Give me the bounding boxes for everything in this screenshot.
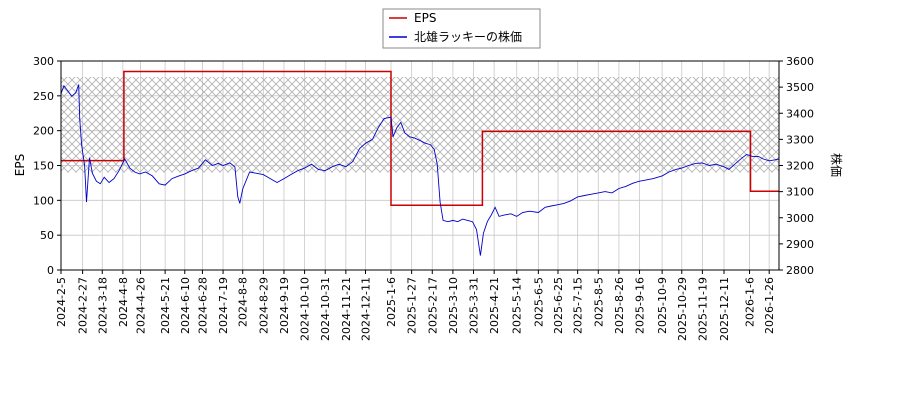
x-tick-label: 2025-3-10 <box>447 277 460 334</box>
x-tick-label: 2025-7-15 <box>572 277 585 334</box>
left-tick-label: 0 <box>47 264 54 277</box>
left-tick-label: 200 <box>33 125 54 138</box>
x-tick-label: 2025-8-26 <box>613 277 626 334</box>
x-tick-label: 2025-2-17 <box>426 277 439 334</box>
right-tick-label: 3400 <box>786 107 814 120</box>
x-tick-label: 2024-5-21 <box>159 277 172 334</box>
right-tick-label: 2800 <box>786 264 814 277</box>
x-tick-label: 2025-6-25 <box>552 277 565 334</box>
x-tick-label: 2024-4-8 <box>117 277 130 327</box>
x-tick-label: 2025-1-6 <box>385 277 398 327</box>
right-axis: 2800 2900 3000 3100 3200 3300 3400 3500 3600 <box>779 55 814 277</box>
x-tick-label: 2024-8-8 <box>237 277 250 327</box>
x-tick-label: 2025-1-27 <box>406 277 419 334</box>
legend-box <box>382 8 541 49</box>
left-tick-label: 250 <box>33 90 54 103</box>
left-tick-label: 150 <box>33 160 54 173</box>
right-tick-label: 3500 <box>786 81 814 94</box>
right-tick-label: 3100 <box>786 186 814 199</box>
x-tick-label: 2025-5-14 <box>511 277 524 334</box>
right-tick-label: 3000 <box>786 212 814 225</box>
x-tick-label: 2024-2-5 <box>55 277 68 327</box>
x-tick-label: 2025-4-21 <box>488 277 501 334</box>
x-tick-label: 2024-2-27 <box>77 277 90 334</box>
x-axis: 2024-2-5 2024-2-27 2024-3-18 2024-4-8 2024-4… <box>55 270 776 341</box>
left-tick-label: 300 <box>33 55 54 68</box>
x-tick-label: 2025-3-31 <box>468 277 481 334</box>
x-tick-label: 2025-12-11 <box>718 277 731 341</box>
left-tick-label: 50 <box>40 229 54 242</box>
legend-label-price: 北雄ラッキーの株価 <box>414 29 522 44</box>
x-tick-label: 2024-11-21 <box>340 277 353 341</box>
x-tick-label: 2025-6-5 <box>532 277 545 327</box>
series-lines <box>61 70 779 256</box>
right-tick-label: 3200 <box>786 160 814 173</box>
x-tick-label: 2024-10-31 <box>319 277 332 341</box>
x-tick-label: 2024-3-18 <box>96 277 109 334</box>
x-tick-label: 2025-10-29 <box>676 277 689 341</box>
x-tick-label: 2024-6-28 <box>196 277 209 334</box>
x-tick-label: 2025-8-5 <box>592 277 605 327</box>
x-tick-label: 2024-6-10 <box>179 277 192 334</box>
x-tick-label: 2025-9-16 <box>634 277 647 334</box>
crosshatch-band <box>61 77 779 173</box>
left-axis: 0 50 100 150 200 250 300 <box>33 55 61 277</box>
x-tick-label: 2024-9-19 <box>278 277 291 334</box>
right-axis-title: 株価 <box>829 153 844 177</box>
x-tick-label: 2024-4-26 <box>135 277 148 334</box>
right-tick-label: 3600 <box>786 55 814 68</box>
x-tick-label: 2026-1-26 <box>763 277 776 334</box>
x-tick-label: 2024-10-10 <box>299 277 312 341</box>
x-tick-label: 2024-8-29 <box>257 277 270 334</box>
legend-label-eps: EPS <box>414 11 436 25</box>
left-axis-title: EPS <box>13 154 27 176</box>
x-tick-label: 2024-12-11 <box>359 277 372 341</box>
eps-line <box>61 70 779 206</box>
right-tick-label: 3300 <box>786 133 814 146</box>
price-line <box>61 84 779 256</box>
x-tick-label: 2026-1-6 <box>744 277 757 327</box>
x-tick-label: 2024-7-19 <box>217 277 230 334</box>
left-tick-label: 100 <box>33 194 54 207</box>
x-tick-label: 2025-10-9 <box>656 277 669 334</box>
right-tick-label: 2900 <box>786 238 814 251</box>
x-tick-label: 2025-11-19 <box>696 277 709 341</box>
legend: EPS 北雄ラッキーの株価 <box>382 8 541 49</box>
band-fill <box>61 77 779 173</box>
